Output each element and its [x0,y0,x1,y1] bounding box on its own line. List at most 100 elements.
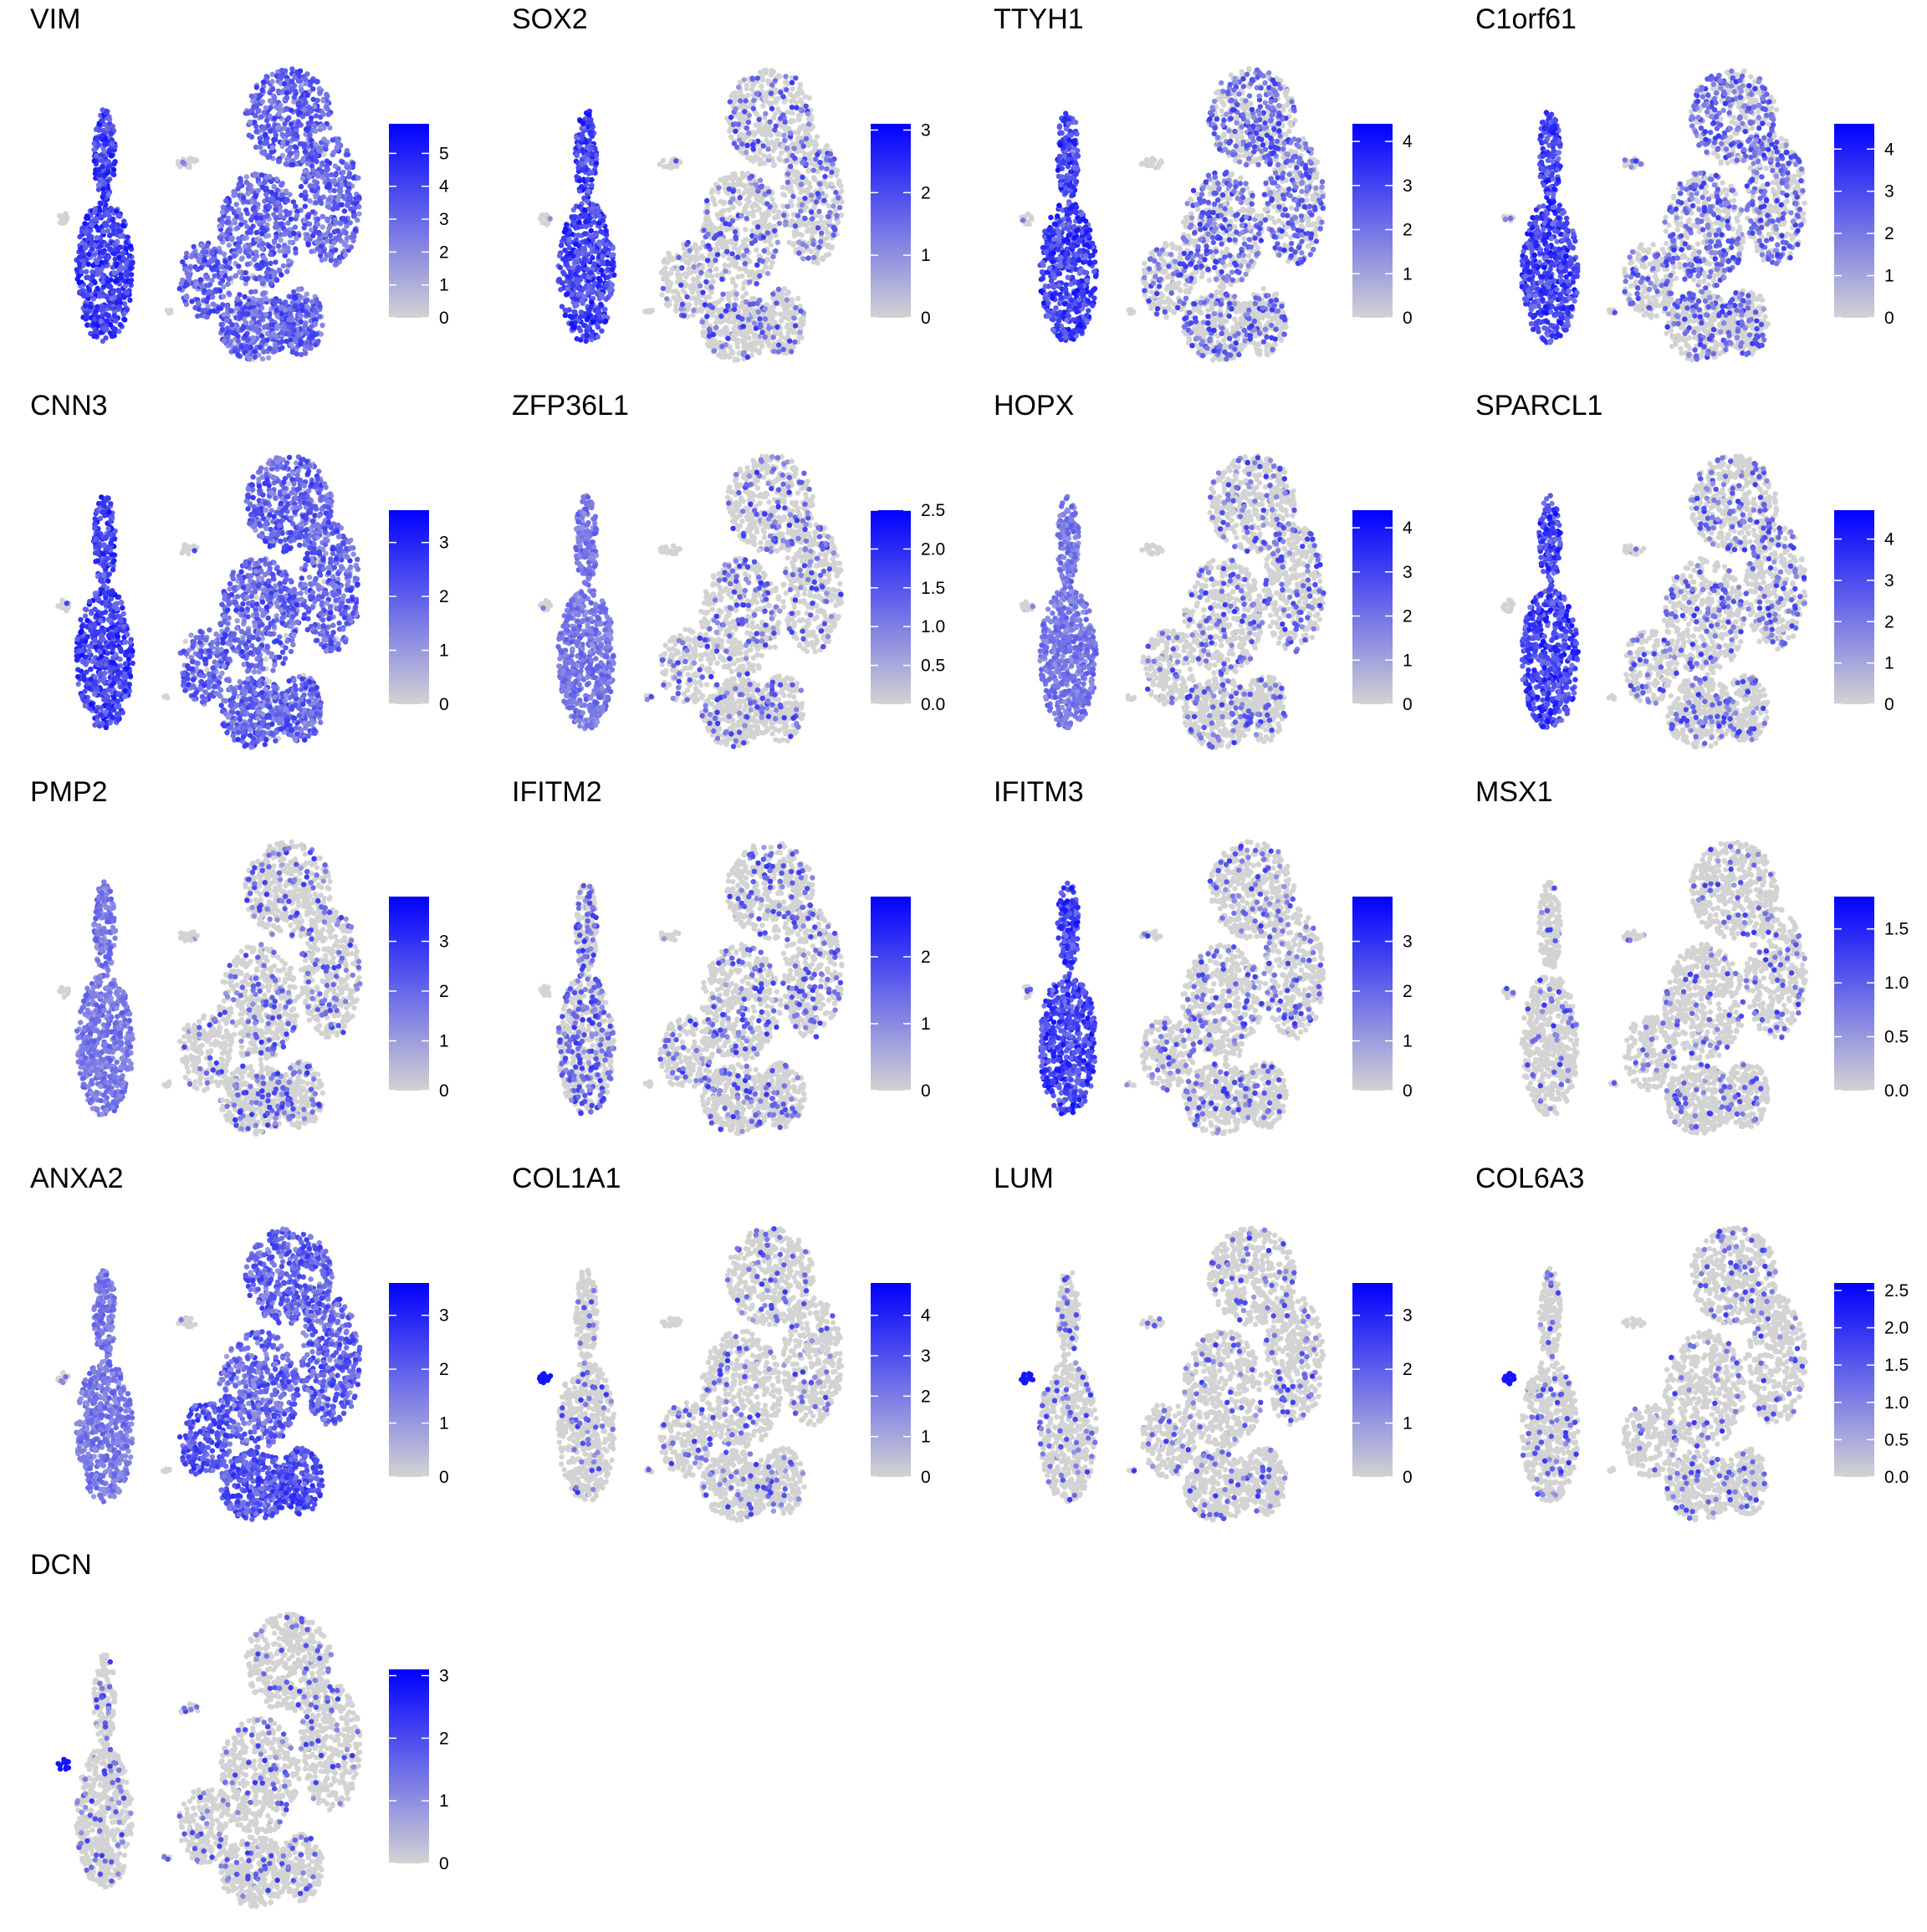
cell-point [320,224,325,229]
cell-point [209,278,214,283]
cell-point [755,75,760,80]
cell-point [590,202,595,207]
cell-point [746,120,751,125]
cell-point [268,282,273,287]
cell-point [243,311,248,316]
cell-point [673,303,678,308]
cell-point [279,222,284,227]
cell-point [700,330,705,335]
cell-point [749,204,754,209]
cell-point [588,146,593,151]
cell-point [247,133,252,138]
cell-point [788,199,793,204]
cell-point [209,257,214,262]
cell-point [722,181,727,186]
cell-point [731,181,736,187]
cell-point [251,206,256,211]
cell-point [303,76,308,81]
cell-point [773,111,778,116]
cell-point [599,329,604,334]
cell-point [268,252,273,257]
cell-point [110,305,115,310]
cell-point [243,320,248,325]
cell-point [825,143,830,148]
cell-point [107,233,112,238]
cell-point [304,311,309,316]
cell-point [575,153,580,158]
cell-point [356,194,361,199]
cell-point [93,207,98,212]
cell-point [806,221,811,226]
cell-point [758,69,763,74]
cell-point [764,70,769,75]
cell-point [324,105,329,110]
cell-point [108,277,113,282]
cell-point [259,172,264,177]
cell-point [235,225,240,230]
cell-point [284,156,289,161]
cell-point [236,236,241,241]
cell-point [192,305,197,310]
cell-point [662,265,667,270]
cell-point [224,318,229,323]
cell-point [750,83,755,88]
cell-point [751,209,756,214]
cell-point [232,349,237,354]
cell-point [285,245,290,250]
cell-point [787,188,792,193]
cell-point [276,89,281,94]
cell-point [728,115,733,120]
cell-point [798,125,803,130]
cell-point [101,304,106,309]
cell-point [798,316,803,321]
cell-point [293,295,298,300]
cell-point [77,234,82,239]
cell-point [565,262,570,267]
cell-point [329,258,334,263]
cell-point [325,163,330,168]
cell-point [661,259,666,264]
cell-point [340,170,345,175]
cell-point [98,201,103,206]
cell-point [642,309,647,314]
cell-point [558,265,563,270]
cell-point [675,272,680,277]
cell-point [345,243,350,248]
cell-point [766,341,771,346]
cell-point [738,89,743,95]
cell-point [253,129,258,134]
cell-point [575,285,580,290]
cell-point [699,308,704,313]
cell-point [261,349,266,354]
cell-point [254,253,259,258]
cell-point [604,228,609,233]
cell-point [592,280,597,285]
cell-point [323,146,328,151]
cell-point [769,133,774,138]
cell-point [129,261,134,266]
cell-point [271,349,276,354]
cell-point [751,130,756,135]
cell-point [751,98,756,103]
cell-point [80,225,85,230]
cell-point [256,188,261,193]
cell-point [325,172,330,177]
cell-point [203,274,208,279]
cell-point [335,145,340,150]
cell-point [302,107,307,112]
cell-point [218,264,223,269]
cell-point [563,313,568,318]
cell-point [334,258,339,263]
cell-point [715,273,720,278]
cell-point [303,350,308,355]
cell-point [109,296,114,301]
cell-point [661,158,666,163]
cell-point [286,115,291,120]
cell-point [95,304,100,309]
cell-point [584,167,589,172]
cell-point [217,305,222,310]
cell-point [314,239,319,244]
cell-point [318,124,323,129]
cell-point [220,210,225,215]
cell-point [839,199,844,204]
